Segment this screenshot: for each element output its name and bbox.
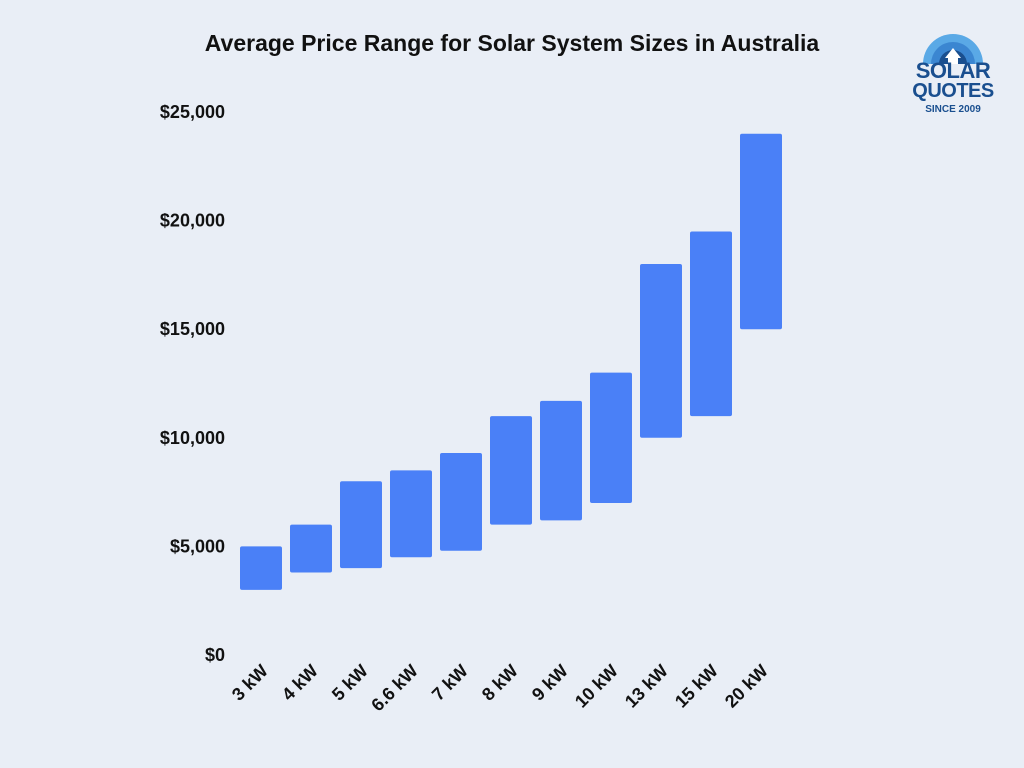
logo-word-quotes: QUOTES	[912, 80, 994, 102]
bar-8-kw	[490, 416, 532, 525]
bar-3-kw	[240, 546, 282, 590]
bar-20-kw	[740, 133, 782, 330]
x-axis: 3 kW 4 kW 5 kW6.6 kW 7 kW 8 kW 9 kW 10 kW 13 kW…	[228, 661, 772, 715]
x-tick-label: 7 kW	[428, 661, 472, 705]
x-tick-label: 5 kW	[328, 661, 372, 705]
bar-5-kw	[340, 481, 382, 569]
y-tick-label: $20,000	[160, 211, 225, 231]
x-tick-label: 10 kW	[571, 661, 622, 712]
x-tick-label: 4 kW	[278, 661, 322, 705]
bar-7-kw	[440, 453, 482, 551]
x-tick-label: 3 kW	[228, 661, 272, 705]
y-tick-label: $25,000	[160, 102, 225, 122]
bar-15-kw	[690, 231, 732, 417]
logo-tagline: SINCE 2009	[925, 104, 981, 115]
x-tick-label: 8 kW	[478, 661, 522, 705]
y-tick-label: $0	[205, 645, 225, 665]
x-tick-label: 13 kW	[621, 661, 672, 712]
x-tick-label: 20 kW	[721, 661, 772, 712]
bar-13-kw	[640, 264, 682, 438]
solarquotes-logo: SOLAR QUOTES SINCE 2009	[912, 24, 994, 124]
y-tick-label: $15,000	[160, 319, 225, 339]
y-axis: $0 $5,000 $10,000 $15,000 $20,000 $25,000	[160, 102, 225, 665]
y-tick-label: $5,000	[170, 536, 225, 556]
bars	[240, 133, 782, 590]
chart-title: Average Price Range for Solar System Siz…	[204, 30, 820, 56]
sun-house-icon	[923, 34, 983, 64]
y-tick-label: $10,000	[160, 428, 225, 448]
logo-word-solar: SOLAR	[915, 58, 991, 83]
bar-9-kw	[540, 400, 582, 521]
x-tick-label: 9 kW	[528, 661, 572, 705]
bar-4-kw	[290, 524, 332, 573]
bar-6-6-kw	[390, 470, 432, 558]
bar-10-kw	[590, 372, 632, 503]
x-tick-label: 6.6 kW	[367, 661, 421, 715]
x-tick-label: 15 kW	[671, 661, 722, 712]
